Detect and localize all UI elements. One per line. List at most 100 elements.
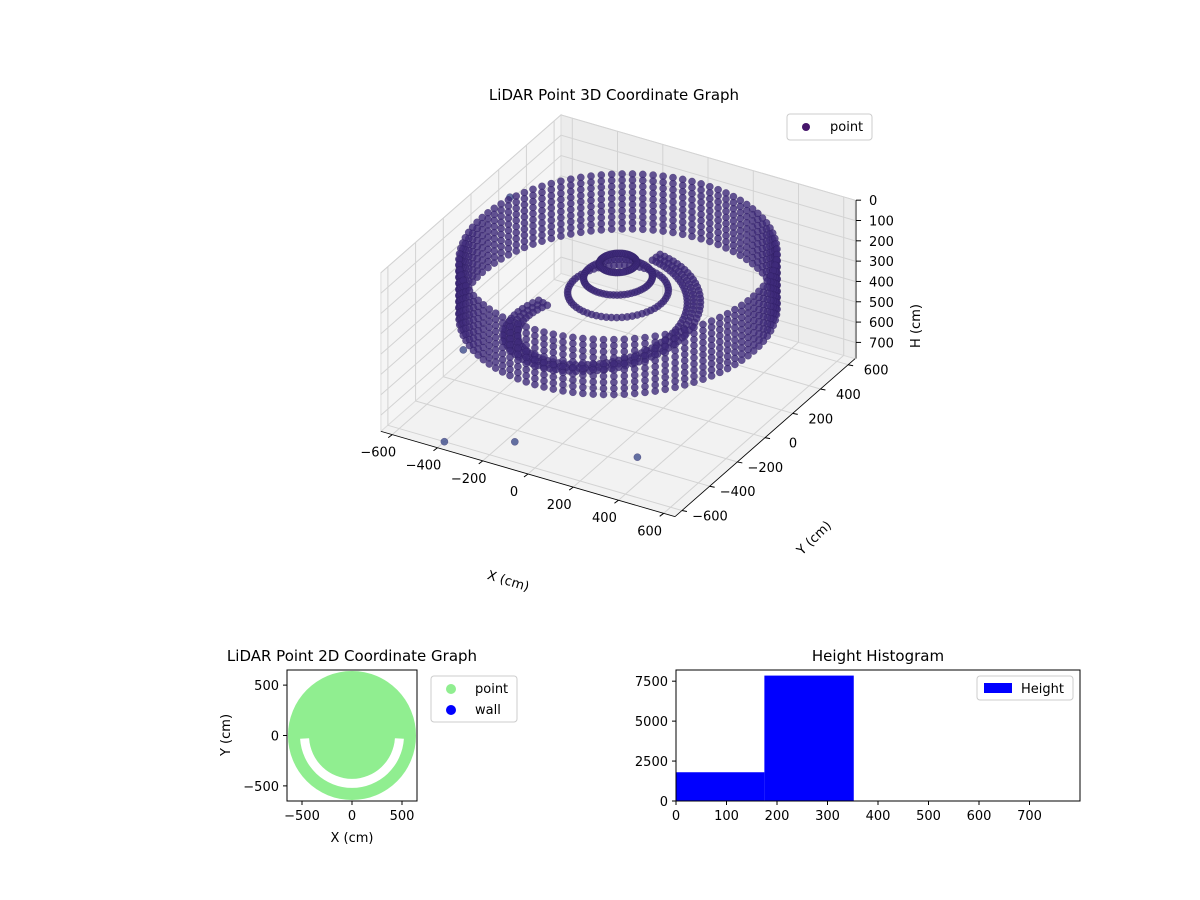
plot3d-point: [599, 390, 608, 399]
plot3d-xtick-mark: [387, 434, 393, 439]
plot3d-zgrid-line: [380, 134, 856, 294]
plot3d-point: [705, 237, 714, 246]
scatter-2d-plot: LiDAR Point 2D Coordinate Graph −500 0 500…: [219, 647, 518, 846]
plot3d-point: [576, 228, 585, 237]
plot3d-point: [669, 228, 677, 237]
hist-title: Height Histogram: [812, 647, 944, 665]
plot3d-xtick-mark: [659, 512, 664, 517]
plot3d-xgrid-line: [618, 183, 799, 501]
plot3d-point: [638, 225, 647, 234]
plot3d-point: [649, 226, 657, 234]
plot3d-point: [651, 387, 660, 395]
plot3d-xgrid-line: [437, 131, 618, 449]
plot3d-ztick-label: 200: [869, 235, 894, 250]
plot3d-outlier-point: [510, 437, 519, 446]
hist-legend-swatch: [984, 683, 1012, 693]
hist-xtick-label: 500: [916, 809, 941, 824]
plot3d-point: [618, 225, 626, 233]
plot3d-ytick-mark: [820, 388, 826, 391]
plot3d-ylabel: Y (cm): [794, 518, 835, 559]
plot3d-xtick-mark: [568, 486, 574, 491]
plot3d-ztick-label: 700: [869, 336, 894, 351]
plot3d-point: [690, 378, 698, 387]
plot3d-point: [722, 244, 730, 252]
plot2d-ytick-label: 0: [271, 730, 279, 745]
plot3d-point: [587, 227, 595, 235]
plot3d-ztick-label: 600: [869, 316, 894, 331]
plot2d-ticks: −500 0 500 −500 0 500: [243, 679, 414, 824]
plot3d-point: [699, 375, 707, 384]
plot2d-inner: [288, 671, 416, 800]
plot3d-ytick-label: 400: [836, 388, 861, 403]
plot2d-content: [288, 671, 416, 800]
plot2d-ylabel: Y (cm): [219, 714, 234, 757]
plot3d-point: [491, 364, 500, 372]
plot3d-point: [506, 371, 514, 380]
plot3d-point: [737, 356, 746, 365]
plot3d-xtick-mark: [478, 460, 484, 465]
plot2d-xtick-label: −500: [284, 809, 320, 824]
plot3d-ytick-mark: [764, 437, 771, 440]
plot3d-points: [440, 170, 781, 462]
plot3d-point: [549, 385, 558, 393]
plot3d-ygrid-line: [415, 242, 710, 487]
plot3d-point: [490, 259, 499, 267]
plot3d-zgrid-line: [380, 114, 856, 274]
plot3d-point: [744, 351, 752, 360]
plot3d-ytick-label: −400: [720, 485, 756, 500]
plot3d-point: [498, 368, 507, 376]
plot3d-point: [559, 387, 567, 395]
hist-ytick-label: 5000: [635, 715, 668, 730]
plot3d-point: [514, 374, 522, 383]
hist-legend-label: Height: [1021, 682, 1064, 697]
plot3d-point: [607, 225, 616, 234]
plot3d-xtick-label: −600: [360, 446, 396, 461]
plot3d-xgrid-line: [663, 196, 845, 514]
plot3d-point: [680, 381, 689, 389]
plot2d-ytick-label: 500: [254, 679, 279, 694]
plot3d-point: [497, 255, 505, 263]
plot3d-point: [688, 232, 696, 241]
plot3d-ztick-label: 400: [869, 275, 894, 290]
hist-xtick-label: 600: [967, 809, 992, 824]
plot3d-point: [707, 372, 716, 380]
plot3d-point: [540, 383, 548, 391]
hist-xtick-label: 100: [714, 809, 739, 824]
plot2d-legend-wall-label: wall: [475, 703, 501, 718]
plot3d-xtick-label: −400: [406, 459, 442, 474]
plot3d-legend: point: [786, 113, 873, 141]
plot3d-legend-marker: [802, 123, 810, 131]
plot2d-xtick-label: 500: [390, 809, 415, 824]
plot2d-ytick-label: −500: [243, 780, 279, 795]
plot3d-xtick-mark: [614, 499, 619, 504]
plot3d-ytick-mark: [709, 485, 715, 488]
plot3d-outlier-point: [440, 437, 449, 446]
hist-xtick-label: 0: [672, 809, 680, 824]
plot2d-xtick-label: 0: [348, 809, 356, 824]
plot3d-point: [538, 237, 546, 246]
plot3d-legend-label: point: [830, 120, 863, 135]
plot3d-point: [485, 360, 494, 368]
plot2d-xlabel: X (cm): [331, 831, 374, 846]
hist-xtick-label: 300: [815, 809, 840, 824]
plot2d-title: LiDAR Point 2D Coordinate Graph: [227, 647, 477, 665]
plot3d-point: [569, 388, 577, 397]
plot3d-xtick-label: 400: [592, 511, 617, 526]
plot3d-outlier-point: [633, 453, 642, 462]
plot3d-ygrid-line: [387, 266, 683, 511]
plot3d-point: [547, 234, 556, 243]
plot3d-point: [628, 312, 637, 320]
plot3d-point: [678, 230, 687, 239]
plot3d-point: [531, 380, 539, 389]
plot3d-ticks: −600−400−2000200400600−600−400−200020040…: [360, 194, 893, 539]
scatter-3d-plot: LiDAR Point 3D Coordinate Graph −600 −400…: [360, 86, 924, 595]
plot3d-ytick-mark: [737, 461, 743, 464]
hist-bars: [676, 675, 854, 801]
plot3d-point: [620, 390, 629, 399]
plot3d-point: [659, 227, 667, 235]
plot3d-point: [520, 243, 529, 252]
plot3d-zlabel: H (cm): [909, 304, 924, 348]
plot3d-xtick-label: 600: [637, 524, 662, 539]
plot3d-point: [729, 247, 738, 256]
plot3d-point: [557, 232, 565, 240]
